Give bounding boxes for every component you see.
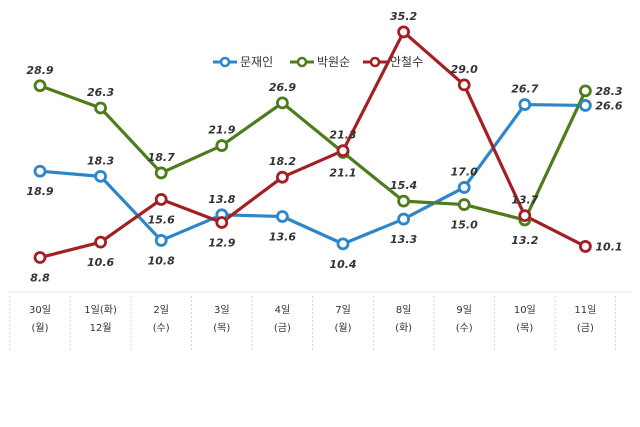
- data-point-1-7: [457, 198, 471, 211]
- data-point-1-3: [215, 139, 229, 152]
- x-axis: 30일 (월) 1일(화) 12월 2일 (수) 3일 (목) 4일 (금) 7일 (월) 8일 (화) 9…: [8, 291, 632, 352]
- data-point-2-4: [275, 170, 289, 184]
- x-tick-label-6-0: 8일: [396, 304, 412, 316]
- data-label-2-6: 35.2: [390, 10, 417, 23]
- data-point-2-6: [397, 25, 411, 39]
- legend: 문재인 박원순 안철수: [213, 55, 423, 69]
- data-label-2-4: 18.2: [269, 155, 296, 168]
- data-point-1-0: [33, 79, 47, 93]
- x-tick-label-9-0: 11일: [574, 304, 596, 316]
- x-tick-label-1-1: 12월: [90, 322, 112, 334]
- legend-marker-2: [369, 56, 381, 68]
- x-tick-label-0-1: (월): [31, 322, 48, 334]
- data-label-0-9: 26.6: [595, 99, 622, 112]
- data-label-0-3: 13.8: [208, 193, 235, 206]
- series-line-1: [39, 84, 587, 222]
- data-label-2-2: 15.6: [148, 213, 175, 226]
- legend-label-2: 안철수: [390, 55, 423, 69]
- data-point-1-2: [154, 166, 168, 180]
- x-tick-label-6-1: (화): [395, 322, 412, 334]
- data-label-1-8: 13.2: [511, 234, 538, 247]
- legend-marker-0: [219, 56, 231, 68]
- x-tick-label-1-0: 1일(화): [84, 304, 117, 316]
- data-point-1-9: [579, 84, 592, 98]
- data-point-2-0: [33, 251, 47, 264]
- data-label-2-8: 13.7: [511, 194, 538, 207]
- data-label-2-7: 29.0: [451, 63, 478, 76]
- data-label-2-0: 8.8: [30, 272, 50, 285]
- x-tick-label-7-0: 9일: [456, 304, 472, 316]
- data-label-1-5: 21.1: [329, 166, 356, 179]
- data-point-0-4: [275, 210, 289, 223]
- data-label-1-1: 26.3: [87, 86, 114, 99]
- data-label-1-4: 26.9: [269, 81, 296, 94]
- data-point-0-9: [579, 99, 592, 112]
- data-label-0-4: 13.6: [269, 231, 296, 244]
- data-label-0-0: 18.9: [26, 185, 53, 198]
- data-point-0-1: [94, 169, 107, 183]
- data-label-2-1: 10.6: [87, 256, 114, 269]
- data-label-0-6: 13.3: [390, 233, 417, 246]
- data-label-1-2: 18.7: [148, 151, 175, 164]
- data-point-1-1: [94, 101, 107, 115]
- data-point-0-6: [397, 212, 411, 226]
- legend-marker-1: [296, 56, 308, 68]
- series-lines: [39, 30, 587, 260]
- data-labels: 18.9 18.3 10.8 13.8 13.6 10.4 13.3 17.0 26.7 26.6…: [26, 10, 622, 285]
- data-label-2-9: 10.1: [595, 240, 622, 253]
- x-tick-label-5-1: (월): [334, 322, 351, 334]
- data-point-0-0: [33, 164, 47, 178]
- data-label-0-1: 18.3: [87, 154, 114, 167]
- x-tick-label-4-0: 4일: [275, 304, 291, 316]
- x-tick-label-2-0: 2일: [153, 304, 169, 316]
- x-tick-label-9-1: (금): [577, 322, 594, 334]
- data-point-0-2: [154, 234, 168, 247]
- x-tick-label-2-1: (수): [153, 322, 170, 334]
- data-point-2-1: [94, 235, 107, 249]
- data-label-0-8: 26.7: [511, 83, 538, 96]
- legend-label-1: 박원순: [317, 55, 350, 69]
- data-label-0-5: 10.4: [329, 258, 356, 271]
- data-label-1-7: 15.0: [451, 219, 478, 232]
- data-label-0-7: 17.0: [451, 165, 478, 178]
- data-point-0-8: [518, 98, 532, 111]
- data-point-2-7: [457, 78, 471, 92]
- x-tick-label-3-0: 3일: [214, 304, 230, 316]
- x-tick-label-5-0: 7일: [335, 304, 351, 316]
- data-label-1-0: 28.9: [26, 64, 53, 77]
- x-tick-label-3-1: (목): [213, 322, 230, 334]
- data-point-0-7: [457, 181, 471, 194]
- series-line-0: [39, 102, 586, 246]
- data-label-2-5: 21.3: [329, 129, 356, 142]
- data-label-1-6: 15.4: [390, 179, 417, 192]
- x-tick-label-7-1: (수): [456, 322, 473, 334]
- legend-label-0: 문재인: [240, 55, 273, 69]
- data-point-1-6: [397, 194, 411, 208]
- x-tick-label-8-0: 10일: [514, 304, 536, 316]
- series-line-2: [39, 30, 587, 260]
- data-point-1-4: [275, 96, 289, 110]
- data-point-2-3: [215, 216, 229, 229]
- data-point-0-5: [336, 237, 350, 251]
- series-markers: [33, 25, 592, 264]
- data-label-1-3: 21.9: [208, 124, 235, 137]
- data-point-2-5: [336, 144, 350, 158]
- x-tick-label-0-0: 30일: [29, 304, 51, 316]
- data-label-1-9: 28.3: [595, 85, 622, 98]
- x-tick-label-8-1: (목): [516, 322, 533, 334]
- x-tick-label-4-1: (금): [274, 322, 291, 334]
- data-point-2-2: [154, 193, 168, 206]
- data-label-0-2: 10.8: [148, 254, 175, 267]
- data-point-2-8: [518, 209, 532, 223]
- data-label-2-3: 12.9: [208, 236, 235, 249]
- data-point-2-9: [579, 240, 592, 253]
